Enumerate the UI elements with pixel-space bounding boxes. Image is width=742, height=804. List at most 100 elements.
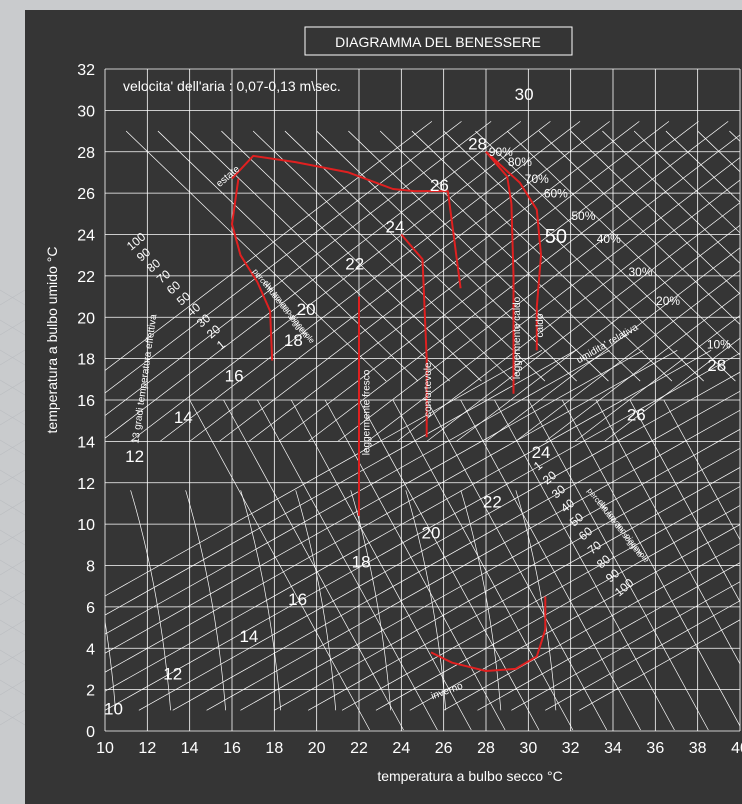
grid-line-diagonal xyxy=(456,224,740,442)
relative-humidity-label: 60% xyxy=(544,186,568,200)
effective-temperature-label: 18 xyxy=(352,553,371,572)
effective-temperature-label: 28 xyxy=(468,135,487,154)
relative-humidity-label: 50% xyxy=(571,209,595,223)
comfort-curve-label: caldo xyxy=(535,313,546,337)
y-tick-label: 18 xyxy=(77,352,95,369)
grid-line-diagonal xyxy=(665,130,740,203)
y-tick-label: 20 xyxy=(77,310,95,327)
effective-temperature-label: 16 xyxy=(225,366,244,385)
x-tick-label: 30 xyxy=(519,740,537,757)
x-tick-label: 40 xyxy=(731,740,742,757)
y-tick-label: 30 xyxy=(77,103,95,120)
grid-line-diagonal xyxy=(290,399,472,731)
relative-humidity-label: 30% xyxy=(629,265,653,279)
x-tick-label: 18 xyxy=(265,740,283,757)
grid-line-diagonal xyxy=(172,390,740,711)
grid-line-diagonal xyxy=(105,350,576,616)
effective-temperature-label: 16 xyxy=(288,590,307,609)
effective-temperature-label: 14 xyxy=(239,627,258,646)
effective-temperature-label: 26 xyxy=(430,176,449,195)
comfort-curve xyxy=(485,151,515,394)
grid-line-diagonal xyxy=(221,130,482,382)
grid-line-diagonal xyxy=(375,505,740,711)
grid-line-diagonal xyxy=(105,350,644,654)
y-tick-label: 10 xyxy=(77,517,95,534)
grid-line-diagonal xyxy=(475,130,736,382)
psychrometric-lines xyxy=(105,121,740,731)
effective-temperature-label: 30 xyxy=(515,85,534,104)
effective-temperature-line xyxy=(515,490,557,711)
effective-temperature-line xyxy=(105,619,116,711)
y-tick-label: 2 xyxy=(86,683,95,700)
grid-line-diagonal xyxy=(629,399,740,603)
x-tick-label: 28 xyxy=(477,740,495,757)
effective-temperature-line xyxy=(295,490,337,711)
effective-temperature-line xyxy=(240,490,282,711)
effective-temperature-line xyxy=(185,490,226,711)
grid-line-diagonal xyxy=(252,130,514,382)
grid-line-diagonal xyxy=(240,428,740,711)
grid-line-diagonal xyxy=(189,399,370,731)
grid-line-diagonal xyxy=(602,130,740,264)
annotation-label: inverno xyxy=(430,680,465,702)
grid-line-diagonal xyxy=(663,399,740,541)
x-tick-label: 20 xyxy=(308,740,326,757)
rh-50-label: 50 xyxy=(545,226,567,248)
grid-line-diagonal xyxy=(105,350,610,635)
grid-line-diagonal xyxy=(460,399,641,731)
x-tick-label: 34 xyxy=(604,740,622,757)
grid-line-diagonal xyxy=(595,399,740,665)
grid-line-diagonal xyxy=(367,157,740,442)
relative-humidity-label: 80% xyxy=(508,155,532,169)
grid-line-diagonal xyxy=(570,130,740,295)
grid-line-diagonal xyxy=(324,399,506,731)
grid-line-diagonal xyxy=(189,130,450,382)
effective-temperature-label: 28 xyxy=(707,356,726,375)
grid-line-diagonal xyxy=(511,581,740,711)
effective-temperature-label: 24 xyxy=(386,217,405,236)
grid-line-diagonal xyxy=(578,619,740,711)
grid-line-diagonal xyxy=(485,247,740,442)
comfort-curve xyxy=(400,233,428,438)
x-tick-label: 36 xyxy=(646,740,664,757)
y-tick-label: 8 xyxy=(86,559,95,576)
grid-line-diagonal xyxy=(105,121,521,439)
effective-temperature-label: 12 xyxy=(163,664,182,683)
y-tick-label: 6 xyxy=(86,600,95,617)
x-tick-label: 12 xyxy=(138,740,156,757)
grid-line-diagonal xyxy=(307,121,729,442)
grid-line-diagonal xyxy=(538,130,740,325)
relative-humidity-label: 90% xyxy=(489,145,513,159)
y-axis-label: temperatura a bulbo umido °C xyxy=(44,247,60,434)
comfort-curve-label: confortevole xyxy=(423,362,434,417)
chart-title: DIAGRAMMA DEL BENESSERE xyxy=(335,34,541,50)
grid-line-diagonal xyxy=(157,130,419,382)
grid-line-diagonal xyxy=(396,179,740,442)
comfort-curve xyxy=(231,178,274,361)
y-tick-label: 22 xyxy=(77,269,95,286)
grid-line-diagonal xyxy=(545,292,740,442)
grid-line-diagonal xyxy=(477,562,740,711)
grid-line-diagonal xyxy=(561,399,740,727)
relative-humidity-label: 20% xyxy=(656,294,680,308)
y-tick-label: 26 xyxy=(77,186,95,203)
grid-line-diagonal xyxy=(138,371,740,711)
relative-humidity-label: 40% xyxy=(597,232,621,246)
x-tick-label: 10 xyxy=(96,740,114,757)
grid-line-diagonal xyxy=(426,202,740,442)
grid-line-diagonal xyxy=(105,350,542,597)
effective-temperature-label: 22 xyxy=(345,255,364,274)
effective-temperature-label: 22 xyxy=(483,493,502,512)
grid-line-diagonal xyxy=(105,121,492,417)
x-tick-label: 22 xyxy=(350,740,368,757)
annotation-label: 13 gradi temperatura effettiva xyxy=(130,313,159,444)
y-tick-label: 12 xyxy=(77,476,95,493)
effective-temperature-line xyxy=(130,490,171,711)
grid-line-diagonal xyxy=(443,543,740,711)
grid-line-diagonal xyxy=(515,269,740,442)
effective-temperature-label: 20 xyxy=(422,524,441,543)
chart-subtitle: velocita' dell'aria : 0,07-0,13 m\sec. xyxy=(123,78,341,94)
grid-line-diagonal xyxy=(528,399,709,731)
